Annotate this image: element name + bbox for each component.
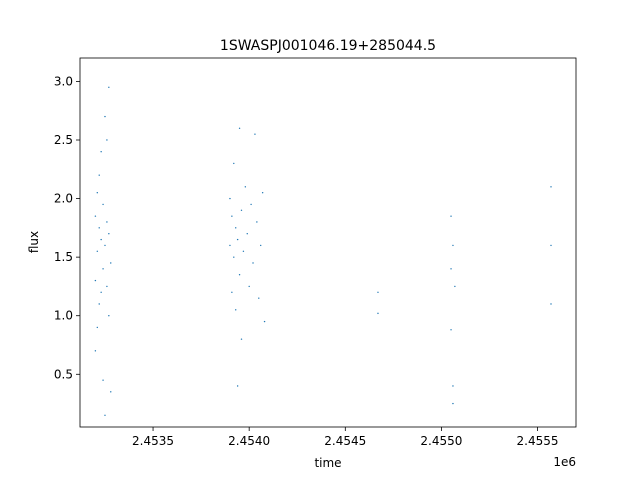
data-point: [550, 244, 552, 247]
data-point: [252, 262, 254, 264]
data-point: [94, 215, 97, 217]
x-axis-ticks: 2.4535 2.4540 2.4545 2.4550 2.4555: [132, 427, 559, 448]
data-point: [102, 203, 104, 206]
y-tick-label: 2.5: [54, 133, 73, 147]
data-point: [248, 285, 250, 288]
data-point: [100, 238, 102, 241]
data-point: [110, 262, 112, 264]
chart-title: 1SWASPJ001046.19+285044.5: [220, 38, 436, 54]
x-tick-label: 2.4535: [132, 434, 174, 448]
data-point: [231, 291, 233, 293]
data-point: [94, 350, 97, 352]
data-point: [450, 215, 452, 217]
data-point: [235, 309, 237, 311]
data-point: [233, 256, 235, 258]
data-point: [235, 227, 237, 229]
data-point: [102, 379, 104, 381]
data-point: [246, 233, 248, 235]
data-point: [236, 238, 239, 241]
data-point: [108, 86, 110, 88]
y-tick-label: 0.5: [54, 367, 73, 381]
x-tick-label: 2.4550: [420, 434, 462, 448]
data-point: [244, 186, 247, 188]
data-point: [377, 312, 379, 315]
data-point: [100, 151, 102, 153]
data-point: [229, 244, 231, 247]
x-tick-label: 2.4555: [517, 434, 559, 448]
data-point: [102, 268, 104, 270]
data-point: [250, 203, 252, 206]
data-point: [106, 221, 108, 223]
scatter-points: [94, 86, 552, 416]
data-point: [231, 215, 233, 217]
data-point: [377, 291, 379, 293]
data-point: [242, 250, 245, 252]
y-tick-label: 1.5: [54, 250, 73, 264]
data-point: [452, 244, 454, 247]
data-point: [454, 285, 456, 288]
data-point: [260, 244, 262, 247]
x-axis-label: time: [314, 456, 341, 470]
data-point: [229, 197, 231, 200]
x-tick-label: 2.4540: [228, 434, 270, 448]
data-point: [96, 250, 99, 252]
data-point: [236, 385, 239, 387]
data-point: [98, 303, 100, 305]
data-point: [452, 385, 454, 387]
y-axis-ticks: 0.5 1.0 1.5 2.0 2.5 3.0: [54, 74, 80, 381]
data-point: [450, 329, 452, 331]
data-point: [240, 209, 243, 211]
data-point: [108, 233, 110, 235]
data-point: [108, 315, 110, 317]
data-point: [263, 320, 266, 323]
y-tick-label: 1.0: [54, 309, 73, 323]
x-axis-offset-label: 1e6: [553, 455, 576, 469]
data-point: [104, 414, 106, 416]
data-point: [550, 303, 552, 305]
data-point: [98, 227, 100, 229]
data-point: [238, 127, 241, 129]
data-point: [261, 192, 264, 194]
data-point: [94, 279, 97, 282]
data-point: [258, 297, 260, 299]
data-point: [450, 268, 452, 270]
data-point: [100, 291, 102, 293]
data-point: [256, 221, 258, 223]
x-tick-label: 2.4545: [324, 434, 366, 448]
data-point: [104, 244, 106, 247]
data-point: [104, 115, 106, 118]
data-point: [238, 274, 241, 276]
data-point: [106, 285, 108, 288]
data-point: [96, 326, 99, 329]
data-point: [452, 402, 454, 405]
data-point: [233, 162, 235, 165]
data-point: [550, 186, 552, 188]
data-point: [96, 192, 99, 194]
data-point: [98, 174, 100, 176]
y-axis-label: flux: [27, 231, 41, 253]
y-tick-label: 3.0: [54, 74, 73, 88]
plot-frame: [79, 57, 577, 428]
y-tick-label: 2.0: [54, 192, 73, 206]
data-point: [110, 391, 112, 393]
data-point: [254, 133, 256, 135]
data-point: [106, 139, 108, 141]
data-point: [240, 338, 243, 340]
